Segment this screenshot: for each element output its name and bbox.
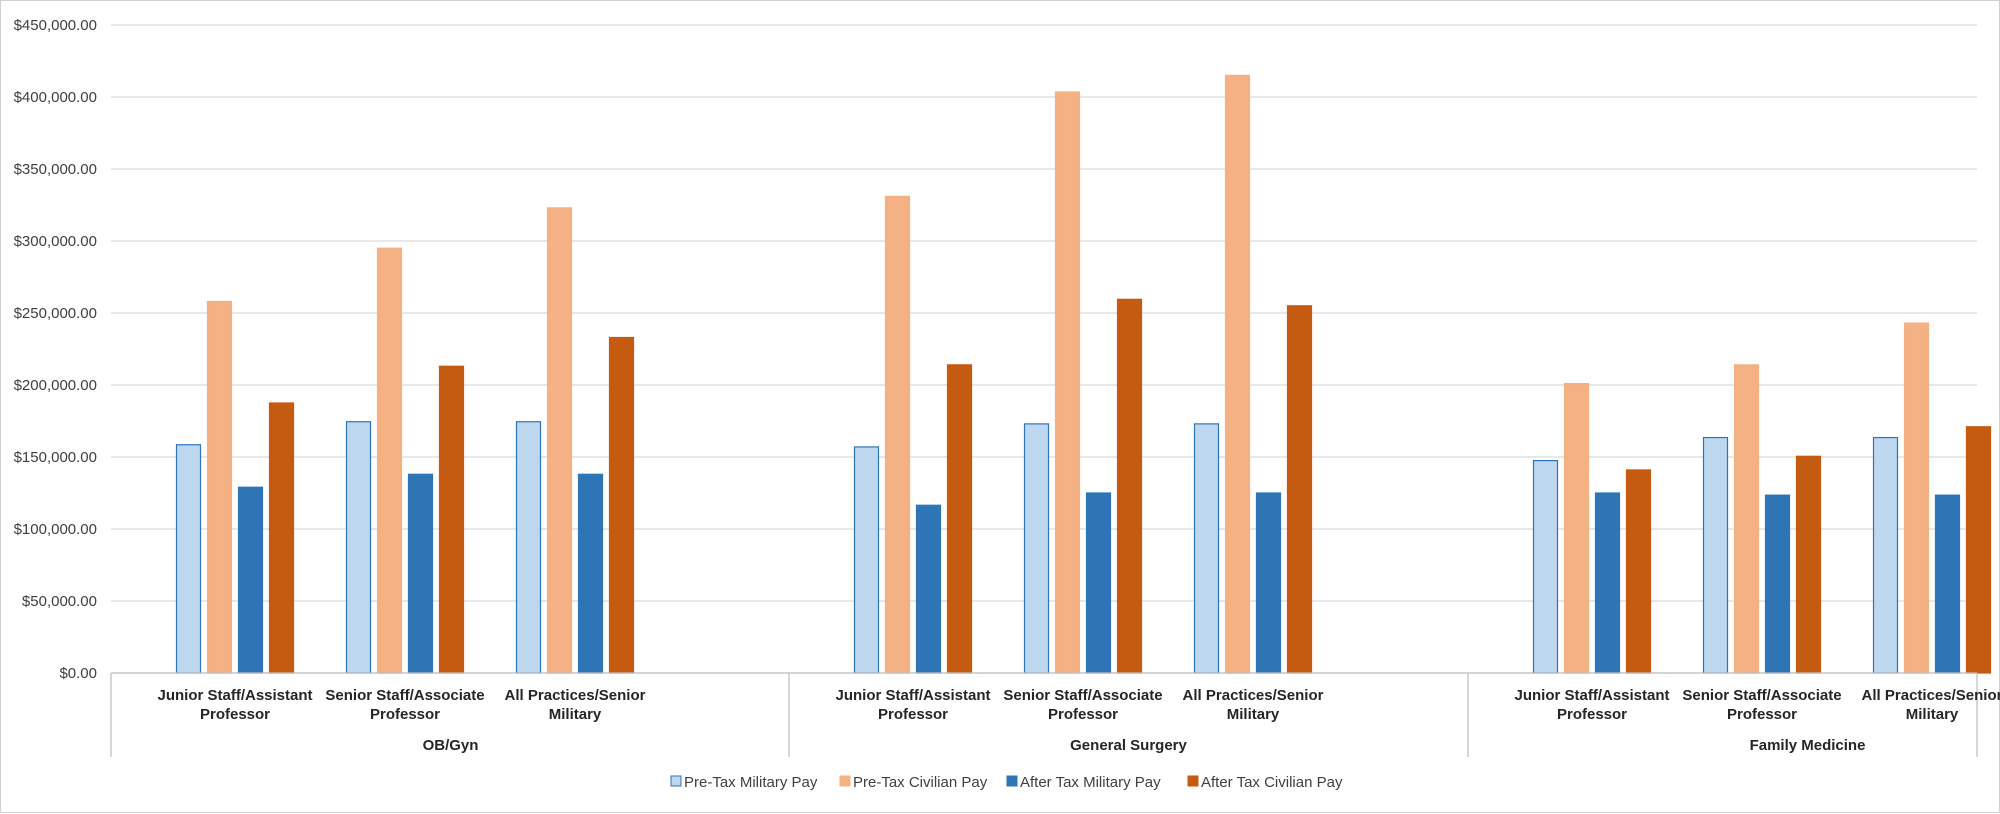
category-label: Military <box>1906 706 1959 723</box>
bar-pre-tax-civilian-pay <box>1054 91 1081 674</box>
bar-pre-tax-civilian-pay <box>546 207 573 674</box>
bar-pre-tax-military-pay <box>515 421 542 674</box>
legend-label: Pre-Tax Military Pay <box>684 774 818 791</box>
bar-pre-tax-civilian-pay <box>1224 74 1251 674</box>
bar-after-tax-military-pay <box>915 504 942 674</box>
bar-after-tax-civilian-pay <box>438 365 465 674</box>
category-labels: Junior Staff/Assistant Professor Senior St… <box>157 687 2000 754</box>
bar-after-tax-civilian-pay <box>608 336 635 674</box>
bar-pre-tax-civilian-pay <box>1903 322 1930 674</box>
bar-pre-tax-military-pay <box>345 421 372 674</box>
bar-after-tax-civilian-pay <box>1286 305 1313 674</box>
bar-after-tax-civilian-pay <box>1116 298 1143 674</box>
category-label: Junior Staff/Assistant <box>835 687 990 704</box>
group-label: OB/Gyn <box>423 737 479 754</box>
category-label: Senior Staff/Associate <box>325 687 484 704</box>
group-label: Family Medicine <box>1750 737 1866 754</box>
x-axis <box>110 672 1978 757</box>
category-label: Military <box>1227 706 1280 723</box>
bar-after-tax-civilian-pay <box>946 364 973 674</box>
y-tick-label: $150,000.00 <box>14 449 97 466</box>
category-label: All Practices/Senior <box>1183 687 1324 704</box>
y-tick-label: $300,000.00 <box>14 233 97 250</box>
bar-after-tax-civilian-pay <box>1625 469 1652 674</box>
y-tick-label: $350,000.00 <box>14 161 97 178</box>
category-label: All Practices/Senior <box>1862 687 2000 704</box>
category-label: Professor <box>1557 706 1627 723</box>
y-tick-label: $200,000.00 <box>14 377 97 394</box>
bar-pre-tax-civilian-pay <box>1563 382 1590 674</box>
group-label: General Surgery <box>1070 737 1187 754</box>
bar-after-tax-military-pay <box>407 473 434 674</box>
category-label: Junior Staff/Assistant <box>157 687 312 704</box>
legend-swatch <box>670 775 682 787</box>
category-label: Senior Staff/Associate <box>1682 687 1841 704</box>
y-tick-label: $400,000.00 <box>14 89 97 106</box>
bar-after-tax-military-pay <box>1934 494 1961 674</box>
bar-after-tax-military-pay <box>237 486 264 674</box>
bar-pre-tax-civilian-pay <box>1733 364 1760 674</box>
category-label: Professor <box>1727 706 1797 723</box>
bars <box>175 74 1992 674</box>
bar-pre-tax-civilian-pay <box>376 247 403 674</box>
legend-label: After Tax Military Pay <box>1020 774 1161 791</box>
bar-pre-tax-military-pay <box>1872 436 1899 674</box>
legend-label: Pre-Tax Civilian Pay <box>853 774 988 791</box>
bar-pre-tax-civilian-pay <box>206 300 233 674</box>
legend-swatch <box>839 775 851 787</box>
y-tick-label: $450,000.00 <box>14 17 97 34</box>
bar-pre-tax-military-pay <box>1023 423 1050 674</box>
bar-pre-tax-military-pay <box>175 444 202 674</box>
bar-pre-tax-civilian-pay <box>884 195 911 674</box>
bar-after-tax-military-pay <box>1764 494 1791 674</box>
y-tick-label: $50,000.00 <box>22 593 97 610</box>
bar-pre-tax-military-pay <box>1532 460 1559 674</box>
bar-after-tax-civilian-pay <box>1795 455 1822 674</box>
bar-after-tax-military-pay <box>1085 492 1112 674</box>
category-label: All Practices/Senior <box>505 687 646 704</box>
y-tick-label: $100,000.00 <box>14 521 97 538</box>
category-label: Professor <box>370 706 440 723</box>
category-label: Professor <box>878 706 948 723</box>
y-axis-ticks: $0.00 $50,000.00 $100,000.00 $150,000.00 $20… <box>14 17 97 682</box>
bar-pre-tax-military-pay <box>1193 423 1220 674</box>
legend-label: After Tax Civilian Pay <box>1201 774 1343 791</box>
bar-after-tax-civilian-pay <box>1965 426 1992 674</box>
bar-after-tax-civilian-pay <box>268 402 295 674</box>
category-label: Junior Staff/Assistant <box>1514 687 1669 704</box>
y-tick-label: $0.00 <box>59 665 97 682</box>
y-tick-label: $250,000.00 <box>14 305 97 322</box>
legend-swatch <box>1187 775 1199 787</box>
bar-pre-tax-military-pay <box>853 446 880 674</box>
category-label: Professor <box>200 706 270 723</box>
bar-after-tax-military-pay <box>1594 492 1621 674</box>
legend-swatch <box>1006 775 1018 787</box>
bar-pre-tax-military-pay <box>1702 436 1729 674</box>
legend: Pre-Tax Military Pay Pre-Tax Civilian Pay… <box>670 774 1343 791</box>
bar-after-tax-military-pay <box>577 473 604 674</box>
category-label: Senior Staff/Associate <box>1003 687 1162 704</box>
bar-after-tax-military-pay <box>1255 492 1282 674</box>
category-label: Professor <box>1048 706 1118 723</box>
category-label: Military <box>549 706 602 723</box>
